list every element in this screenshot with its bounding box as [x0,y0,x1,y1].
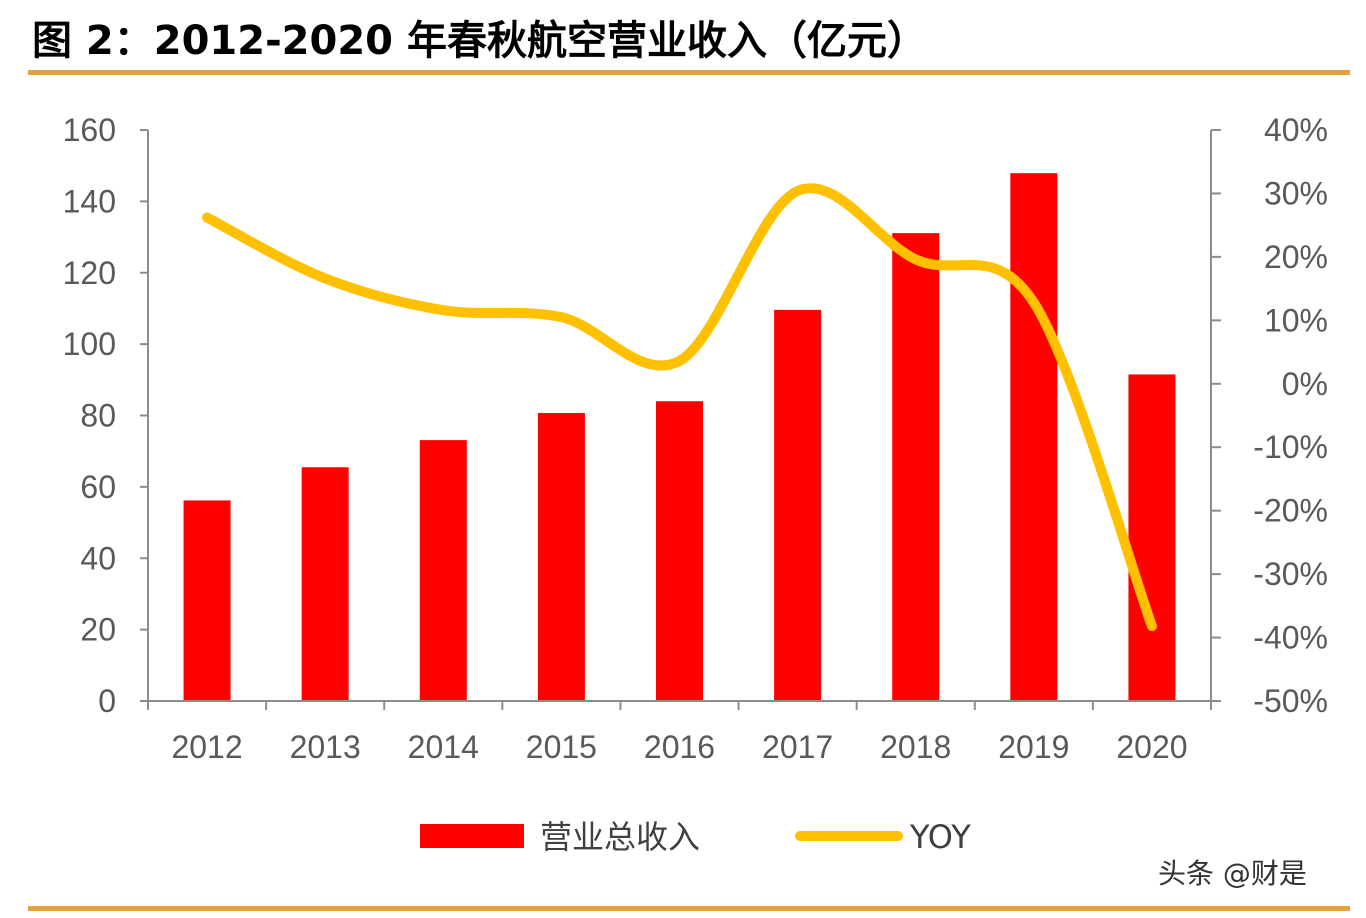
x-tick-label: 2020 [1116,729,1187,765]
right-axis-ticks: -50% -40% -30% -20% -10% 0% 10% 20% 30% 40% [1211,112,1328,719]
revenue-bars [183,173,1176,701]
x-tick-label: 2015 [526,729,597,765]
left-tick-label: 80 [80,398,116,434]
bar-2020 [1128,374,1176,701]
right-tick-label: -10% [1253,429,1328,465]
right-tick-label: 0% [1282,366,1328,402]
bar-2018 [892,233,940,701]
bar-2015 [537,413,585,701]
x-tick-label: 2018 [880,729,951,765]
top-divider [28,70,1350,75]
x-tick-label: 2013 [290,729,361,765]
right-tick-label: -40% [1253,620,1328,656]
x-tick-label: 2016 [644,729,715,765]
right-tick-label: -30% [1253,556,1328,592]
bar-2012 [183,500,231,701]
legend-label-yoy: YOY [909,818,971,856]
x-tick-label: 2017 [762,729,833,765]
x-axis-ticks: 2012 2013 2014 2015 2016 2017 2018 2019 2020 [147,701,1212,765]
left-tick-label: 140 [63,183,116,219]
watermark: 头条 @财是 [1158,857,1307,890]
left-tick-label: 160 [63,112,116,148]
right-tick-label: -50% [1253,683,1328,719]
legend-label-revenue: 营业总收入 [540,818,700,856]
right-tick-label: 30% [1264,175,1328,211]
bar-2013 [301,467,349,701]
right-tick-label: 20% [1264,239,1328,275]
bar-2017 [774,309,822,701]
legend-swatch-revenue [420,824,524,848]
bar-2014 [419,440,467,701]
chart-legend: 营业总收入 YOY [420,818,971,856]
chart-title: 图 2：2012-2020 年春秋航空营业收入（亿元） [32,18,927,64]
x-tick-label: 2012 [171,729,242,765]
left-tick-label: 0 [98,683,116,719]
bar-2019 [1010,173,1058,701]
left-axis-ticks: 0 20 40 60 80 100 120 140 160 [63,112,148,719]
x-tick-label: 2014 [408,729,479,765]
bottom-divider [28,906,1350,911]
right-tick-label: 10% [1264,302,1328,338]
yoy-line-group [202,183,1157,632]
left-tick-label: 40 [80,540,116,576]
left-tick-label: 100 [63,326,116,362]
right-tick-label: -20% [1253,493,1328,529]
bar-2016 [656,401,703,701]
right-tick-label: 40% [1264,112,1328,148]
left-tick-label: 120 [63,255,116,291]
left-tick-label: 60 [80,469,116,505]
x-tick-label: 2019 [998,729,1069,765]
left-tick-label: 20 [80,612,116,648]
